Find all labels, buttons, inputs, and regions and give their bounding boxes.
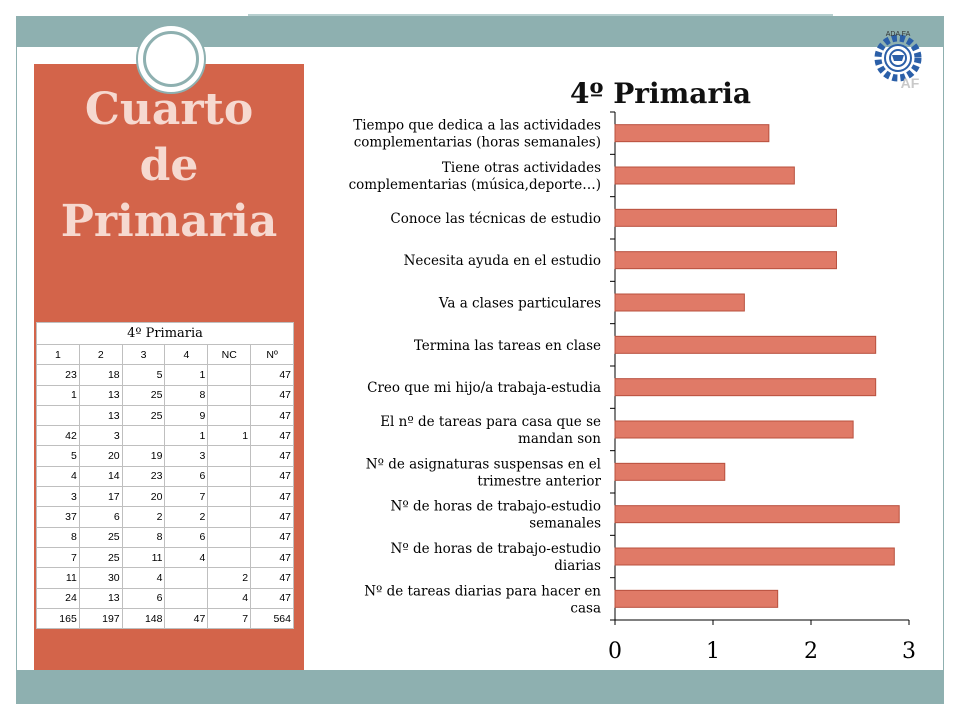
table-row: 8 25 8 6 47: [36, 526, 294, 548]
category-label: Necesita ayuda en el estudio: [404, 253, 601, 269]
bar: [614, 589, 779, 608]
table-cell: 197: [78, 607, 123, 630]
top-divider-line: [248, 14, 833, 16]
table-caption: 4º Primaria: [36, 322, 294, 345]
gear-emblem-icon: [874, 34, 922, 82]
slide-frame: [16, 16, 944, 704]
footer-band: [17, 670, 943, 703]
bar: [614, 251, 837, 270]
table-cell: 165: [36, 607, 80, 630]
bar: [614, 547, 895, 566]
category-label: El nº de tareas para casa que se mandan s…: [380, 414, 601, 447]
chart-title: 4º Primaria: [570, 77, 751, 110]
logo-top-text: ADA FA: [886, 31, 911, 38]
table-row: 3 17 20 7 47: [36, 486, 294, 508]
category-label: Nº de tareas diarias para hacer en casa: [364, 583, 601, 616]
x-tick-label: 3: [902, 639, 916, 664]
table-cell: 47: [250, 567, 294, 589]
category-label: Nº de horas de trabajo-estudio diarias: [391, 541, 602, 574]
bar: [614, 505, 900, 524]
table-cell: 47: [250, 546, 294, 569]
x-tick-label: 1: [706, 639, 720, 664]
category-label: Va a clases particulares: [438, 296, 601, 312]
results-table: 4º Primaria 1 2 3 4 NC Nº 23 18 5 1 47 1 13 25 8 47 13 2…: [36, 322, 294, 630]
school-logo: ADA FA AF: [874, 31, 922, 90]
bar: [614, 378, 877, 397]
x-tick-label: 0: [608, 639, 622, 664]
table-row: 11 30 4 2 47: [36, 567, 294, 589]
category-label: Conoce las técnicas de estudio: [390, 211, 601, 227]
category-label: Creo que mi hijo/a trabaja-estudia: [367, 380, 601, 396]
table-cell: 564: [250, 607, 294, 630]
bar: [614, 293, 745, 312]
logo-bottom-text: AF: [901, 75, 920, 90]
table-row: 4 14 23 6 47: [36, 465, 294, 488]
bar: [614, 166, 795, 185]
table-row: 7 25 11 4 47: [36, 546, 294, 569]
bar: [614, 124, 770, 143]
category-label: Tiempo que dedica a las actividades compl…: [353, 118, 601, 151]
table-row: 23 18 5 1 47: [36, 364, 294, 386]
category-label: Tiene otras actividades complementarias (…: [349, 160, 601, 193]
table-header-row: 1 2 3 4 NC Nº: [36, 343, 294, 366]
table-row: 165 197 148 47 7 564: [36, 607, 294, 630]
table-cell: 148: [121, 607, 166, 630]
category-label: Termina las tareas en clase: [414, 338, 601, 354]
category-label: Nº de asignaturas suspensas en el trimest…: [366, 456, 602, 489]
table-row: 1 13 25 8 47: [36, 384, 294, 406]
decorative-ring-icon: [136, 24, 206, 94]
x-tick-label: 2: [804, 639, 818, 664]
bar: [614, 208, 837, 227]
table-row: 13 25 9 47: [36, 404, 294, 427]
slide-title: Cuarto de Primaria: [60, 84, 278, 247]
bar: [614, 420, 854, 439]
bar: [614, 335, 877, 354]
category-label: Nº de horas de trabajo-estudio semanales: [391, 499, 602, 532]
bar: [614, 462, 726, 481]
